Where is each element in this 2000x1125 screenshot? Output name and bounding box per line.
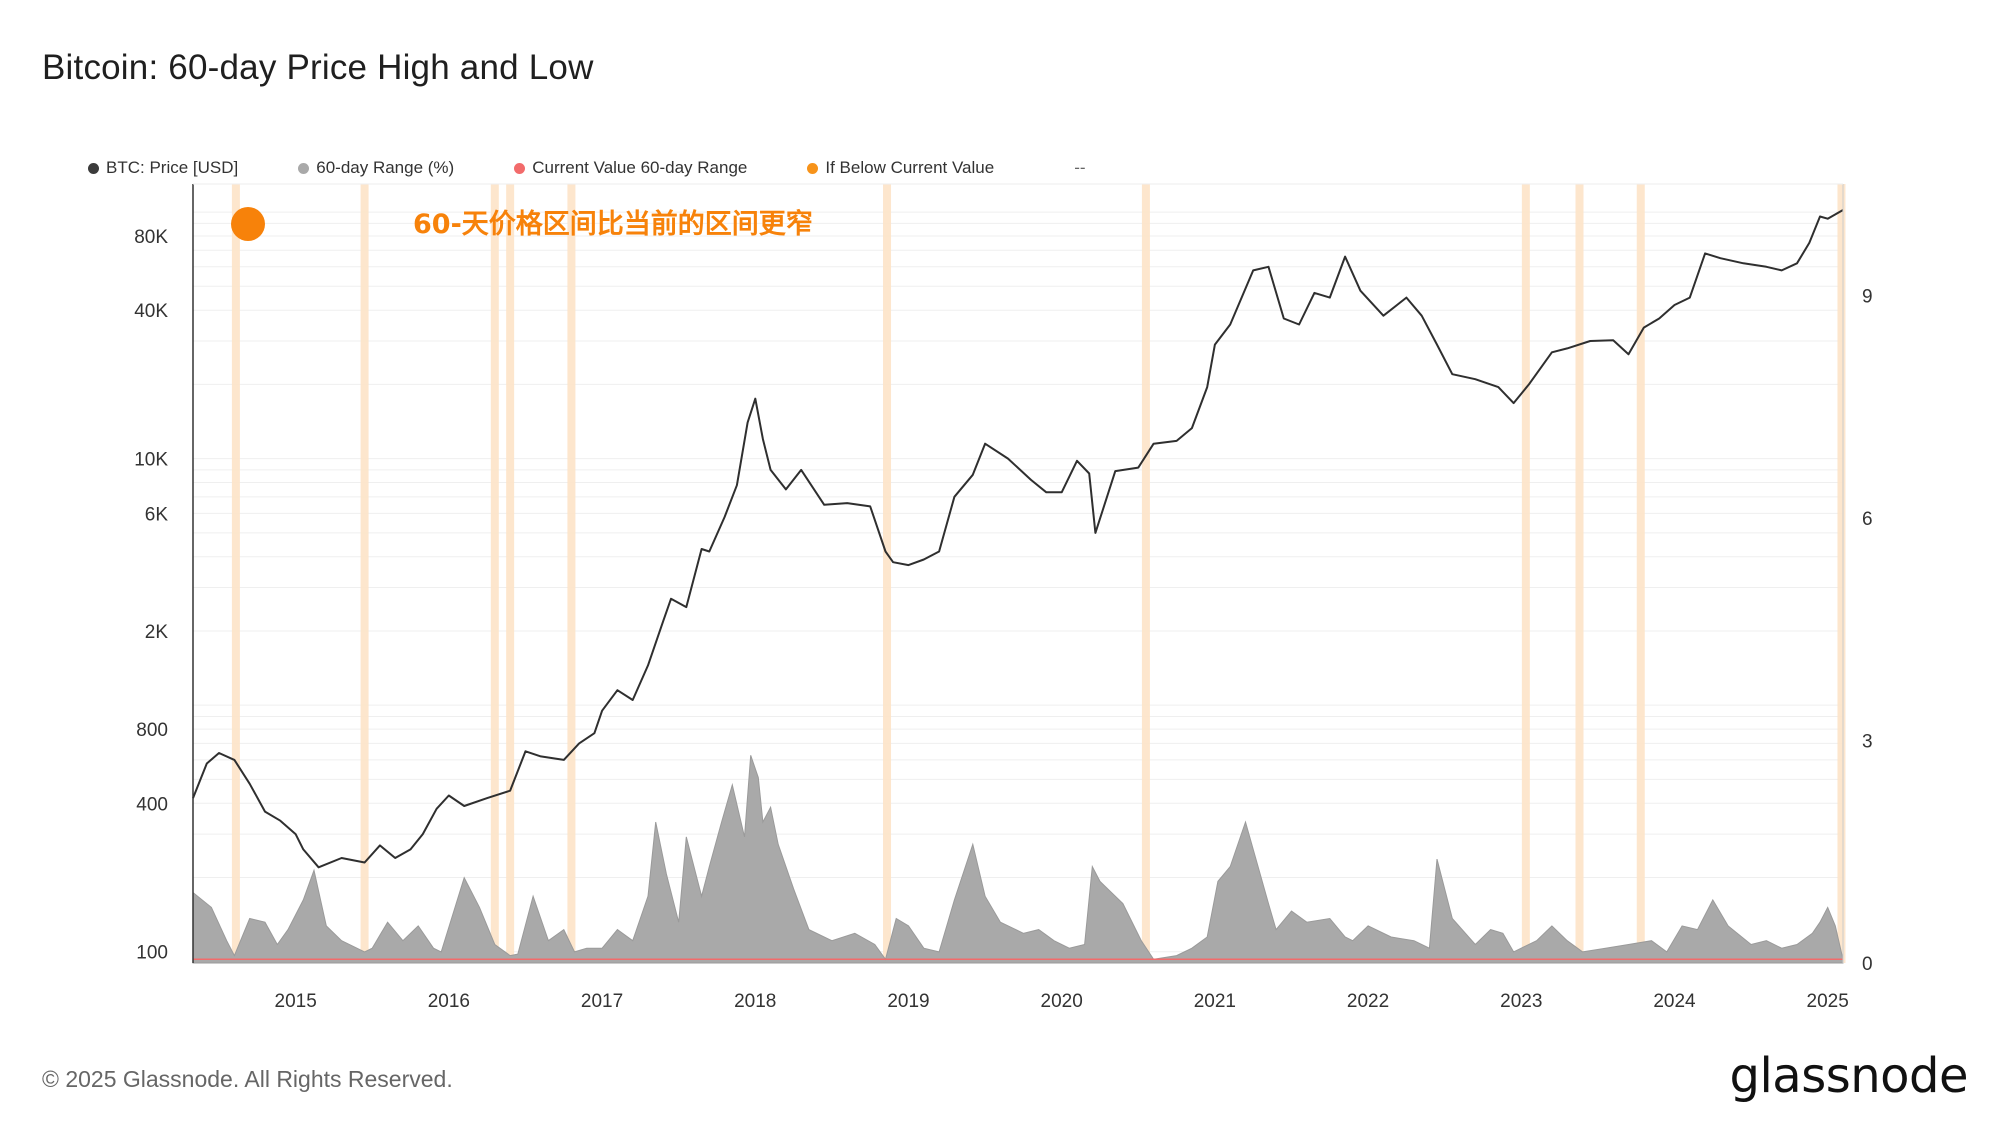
left-axis-ticks: 80K 40K 10K 6K 2K 800 400 100 — [134, 227, 168, 964]
range-area-path — [192, 755, 1844, 964]
left-tick-label: 80K — [134, 227, 168, 248]
legend-dot-current — [514, 162, 526, 174]
x-tick-label: 2023 — [1500, 991, 1542, 1012]
legend-label-below: If Below Current Value — [825, 158, 995, 177]
right-tick-label: 3 — [1862, 731, 1873, 752]
legend-item-below[interactable]: If Below Current Value — [807, 158, 994, 178]
highlight-band — [1575, 184, 1584, 963]
legend-label-price: BTC: Price [USD] — [106, 158, 239, 177]
legend-label-range: 60-day Range (%) — [316, 158, 455, 177]
legend-item-current[interactable]: Current Value 60-day Range — [514, 158, 747, 178]
highlight-band — [506, 184, 515, 963]
right-axis-ticks: 9 6 3 0 — [1862, 286, 1873, 975]
highlight-band — [1141, 184, 1150, 963]
left-tick-label: 400 — [136, 794, 168, 815]
legend-dot-range — [298, 162, 310, 174]
x-axis-ticks: 2015 2016 2017 2018 2019 2020 2021 2022 2023 2024… — [275, 991, 1849, 1012]
highlight-band — [1521, 184, 1530, 963]
highlight-band — [1636, 184, 1645, 963]
left-tick-label: 10K — [134, 450, 168, 471]
x-tick-label: 2022 — [1347, 991, 1389, 1012]
x-tick-label: 2019 — [887, 991, 929, 1012]
price-line — [192, 209, 1844, 869]
left-tick-label: 40K — [134, 301, 168, 322]
x-tick-label: 2016 — [428, 991, 470, 1012]
highlight-bands — [231, 184, 1846, 963]
left-tick-label: 2K — [145, 622, 169, 643]
left-tick-label: 100 — [136, 943, 168, 964]
x-tick-label: 2025 — [1807, 991, 1849, 1012]
range-area — [192, 755, 1844, 964]
glassnode-logo: glassnode — [1729, 1048, 1968, 1104]
x-tick-label: 2015 — [275, 991, 317, 1012]
x-tick-label: 2020 — [1041, 991, 1083, 1012]
x-tick-label: 2018 — [734, 991, 776, 1012]
legend: BTC: Price [USD] 60-day Range (%) Curren… — [88, 156, 1086, 180]
annotation-text: 60-天价格区间比当前的区间更窄 — [413, 208, 813, 240]
legend-dot-below — [807, 162, 819, 174]
annotation-dot — [231, 207, 265, 241]
axes — [192, 183, 1844, 963]
highlight-band — [360, 184, 369, 963]
legend-extra: -- — [1074, 158, 1086, 177]
x-tick-label: 2021 — [1194, 991, 1236, 1012]
price-line-path — [192, 209, 1844, 869]
right-tick-label: 9 — [1862, 286, 1873, 307]
right-tick-label: 6 — [1862, 509, 1873, 530]
left-tick-label: 6K — [145, 504, 169, 525]
gridlines — [193, 211, 1843, 953]
legend-dot-price — [88, 162, 99, 174]
chart-title: Bitcoin: 60-day Price High and Low — [42, 48, 594, 87]
x-tick-label: 2017 — [581, 991, 623, 1012]
legend-label-current: Current Value 60-day Range — [532, 158, 748, 177]
legend-item-price[interactable]: BTC: Price [USD] — [88, 158, 238, 178]
highlight-band — [1837, 184, 1846, 963]
highlight-band — [567, 184, 576, 963]
highlight-band — [231, 184, 240, 963]
highlight-band — [883, 184, 892, 963]
copyright-footer: © 2025 Glassnode. All Rights Reserved. — [42, 1066, 453, 1092]
highlight-band — [490, 184, 499, 963]
left-tick-label: 800 — [136, 720, 168, 741]
right-tick-label: 0 — [1862, 954, 1873, 975]
x-tick-label: 2024 — [1653, 991, 1696, 1012]
legend-item-range[interactable]: 60-day Range (%) — [298, 158, 454, 178]
